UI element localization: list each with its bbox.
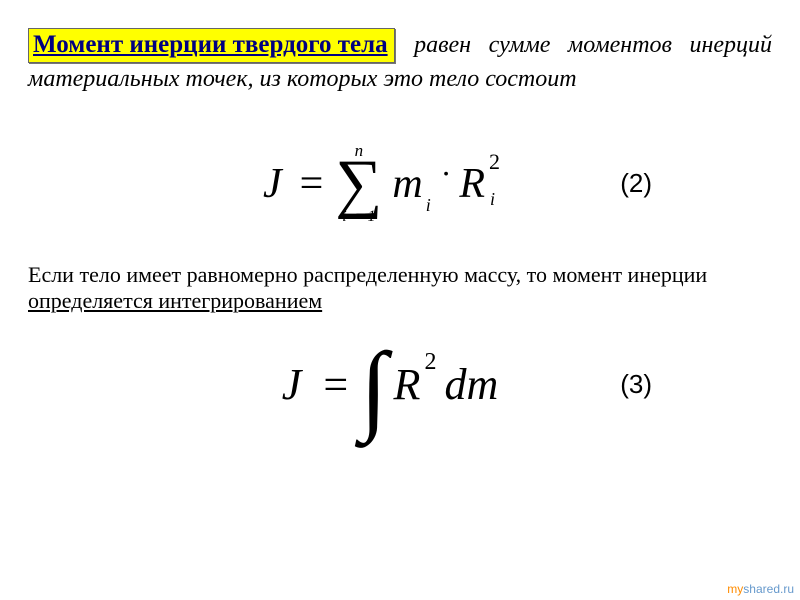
para2-text: Если тело имеет равномерно распределенну… [28,262,707,287]
eq2-equals: = [323,359,350,410]
eq1-sigma: n ∑ i =1 [335,142,384,225]
eq1-R-term: R 2 i [459,160,497,208]
intro-paragraph: Момент инерции твердого тела равен сумме… [28,28,772,96]
equation-2-row: J = ∫ R 2 dm (3) [28,324,772,444]
watermark-shared: shared.ru [743,582,794,596]
eq2-R: R [394,359,423,410]
eq1-sum-lower: i =1 [342,209,377,225]
eq2-dm: dm [444,359,498,410]
eq1-equals: = [300,160,326,208]
equation-2-label: (3) [620,369,652,400]
eq2-J: J [282,359,304,410]
equation-2: J = ∫ R 2 dm [282,324,498,444]
eq1-R-sup: 2 [489,149,502,175]
watermark: myshared.ru [727,582,794,596]
eq1-m-term: m i [392,160,434,208]
eq1-sum-symbol: ∑ [335,161,384,207]
eq1-m: m [392,160,424,208]
paragraph-2: Если тело имеет равномерно распределенну… [28,262,772,315]
eq1-m-sub: i [426,195,433,216]
eq1-J: J [263,160,284,208]
equation-1-row: J = n ∑ i =1 m i · R 2 i (2) [28,114,772,254]
eq2-integral: ∫ [360,358,389,418]
equation-1: J = n ∑ i =1 m i · R 2 i [263,114,497,254]
slide: Момент инерции твердого тела равен сумме… [0,0,800,600]
eq2-R-sup: 2 [424,349,438,376]
equation-1-label: (2) [620,168,652,199]
para2-underline: определяется интегрированием [28,288,322,313]
eq1-dot: · [441,155,454,192]
title-highlight: Момент инерции твердого тела [28,28,395,63]
eq1-R: R [459,160,487,208]
eq1-R-sub: i [490,189,497,210]
watermark-my: my [727,582,743,596]
